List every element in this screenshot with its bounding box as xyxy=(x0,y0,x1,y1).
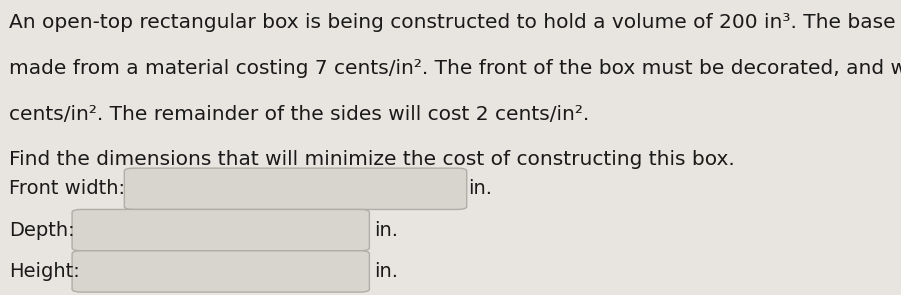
Text: Depth:: Depth: xyxy=(9,221,75,240)
Text: Height:: Height: xyxy=(9,262,80,281)
Text: cents/in². The remainder of the sides will cost 2 cents/in².: cents/in². The remainder of the sides wi… xyxy=(9,105,589,124)
Text: in.: in. xyxy=(374,221,398,240)
Text: made from a material costing 7 cents/in². The front of the box must be decorated: made from a material costing 7 cents/in²… xyxy=(9,59,901,78)
FancyBboxPatch shape xyxy=(124,168,467,209)
Text: Front width:: Front width: xyxy=(9,179,125,198)
Text: Find the dimensions that will minimize the cost of constructing this box.: Find the dimensions that will minimize t… xyxy=(9,150,734,169)
FancyBboxPatch shape xyxy=(72,209,369,251)
Text: in.: in. xyxy=(469,179,493,198)
Text: An open-top rectangular box is being constructed to hold a volume of 200 in³. Th: An open-top rectangular box is being con… xyxy=(9,13,901,32)
Text: in.: in. xyxy=(374,262,398,281)
FancyBboxPatch shape xyxy=(72,251,369,292)
